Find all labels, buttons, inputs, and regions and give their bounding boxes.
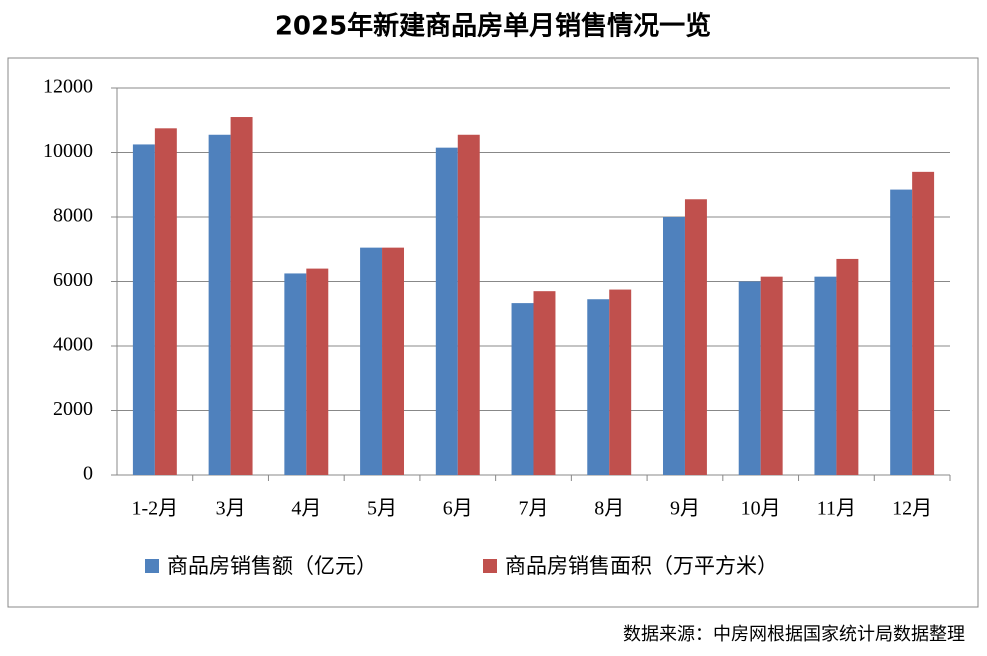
bar [836,258,859,475]
bar [435,147,458,475]
bar [154,128,177,475]
bar [533,291,556,475]
bar [738,281,761,475]
bar [230,117,253,476]
y-tick-label: 6000 [53,269,93,291]
bar [208,134,231,475]
bar [814,276,837,475]
bar [912,171,935,475]
bar [382,247,405,475]
bar [360,247,383,475]
y-tick-label: 10000 [43,140,93,162]
y-tick-label: 2000 [53,398,93,420]
x-tick-label: 1-2月 [132,498,179,520]
y-tick-label: 0 [83,463,93,485]
legend-swatch [145,559,159,573]
bar [662,217,685,475]
bar [511,303,534,475]
x-tick-label: 6月 [443,498,473,520]
chart-border [7,57,979,608]
y-tick-label: 12000 [43,76,93,98]
source-note: 数据来源：中房网根据国家统计局数据整理 [623,624,965,645]
bar [284,273,307,475]
legend-label: 商品房销售面积（万平方米） [505,554,778,578]
x-tick-label: 8月 [594,498,624,520]
x-tick-label: 3月 [216,498,246,520]
bar [760,276,783,475]
bar [132,144,155,475]
bar [306,268,329,475]
bar [684,199,707,475]
legend-swatch [483,559,497,573]
y-tick-label: 8000 [53,205,93,227]
bar [609,289,632,475]
chart-title: 2025年新建商品房单月销售情况一览 [275,11,711,42]
x-tick-label: 11月 [817,498,856,520]
bar [890,189,913,475]
x-tick-label: 10月 [741,498,781,520]
x-tick-label: 5月 [367,498,397,520]
legend-label: 商品房销售额（亿元） [167,554,377,578]
bar [457,134,480,475]
x-tick-label: 9月 [670,498,700,520]
x-tick-label: 7月 [519,498,549,520]
x-tick-label: 4月 [291,498,321,520]
bar [587,299,610,475]
y-tick-label: 4000 [53,334,93,356]
x-tick-label: 12月 [892,498,932,520]
